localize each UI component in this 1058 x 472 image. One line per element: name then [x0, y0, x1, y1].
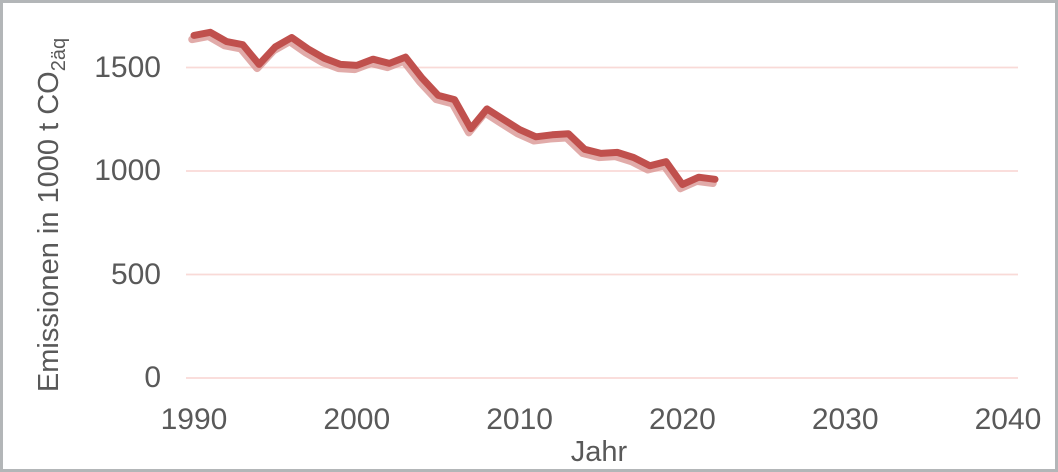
x-tick-2010: 2010	[486, 403, 553, 436]
gridlines	[186, 66, 1018, 379]
emissions-line-chart	[186, 28, 1018, 379]
y-tick-1500: 1500	[94, 50, 161, 84]
y-axis-title-subscript: 2äq	[47, 37, 70, 72]
y-axis-title-text: Emissionen in 1000 t CO	[33, 71, 65, 393]
x-axis-title: Jahr	[570, 436, 628, 468]
series-line-shadow	[188, 32, 717, 193]
y-tick-500: 500	[110, 257, 161, 291]
x-tick-2000: 2000	[323, 403, 391, 436]
y-axis-title: Emissionen in 1000 t CO2äq	[29, 3, 70, 427]
x-tick-1990: 1990	[160, 403, 228, 436]
y-tick-0: 0	[144, 361, 161, 394]
x-tick-2030: 2030	[811, 403, 879, 436]
y-tick-1000: 1000	[94, 154, 161, 187]
series-line	[190, 28, 719, 188]
x-tick-2020: 2020	[649, 403, 716, 436]
x-tick-2040: 2040	[974, 403, 1042, 436]
